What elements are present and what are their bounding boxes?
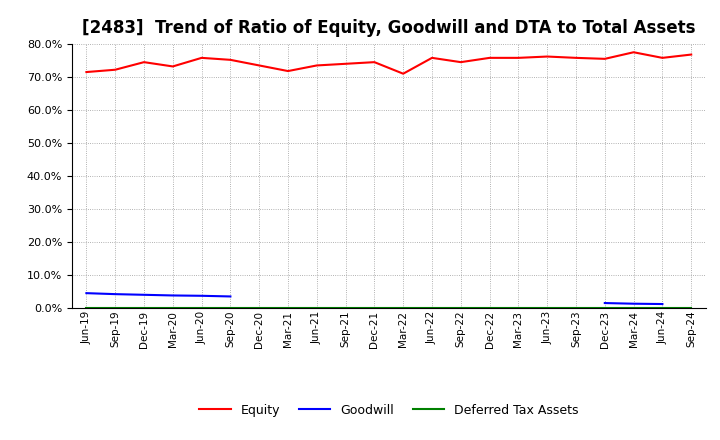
Deferred Tax Assets [140,305,148,310]
Deferred Tax Assets [341,305,350,310]
Equity [226,57,235,62]
Equity [140,59,148,65]
Deferred Tax Assets [312,305,321,310]
Equity [197,55,206,60]
Deferred Tax Assets [543,305,552,310]
Equity [687,52,696,57]
Deferred Tax Assets [399,305,408,310]
Goodwill [82,290,91,296]
Goodwill [140,292,148,297]
Equity [168,64,177,69]
Goodwill [658,301,667,307]
Equity [543,54,552,59]
Goodwill [629,301,638,306]
Deferred Tax Assets [111,305,120,310]
Equity [82,70,91,75]
Goodwill [197,293,206,298]
Title: [2483]  Trend of Ratio of Equity, Goodwill and DTA to Total Assets: [2483] Trend of Ratio of Equity, Goodwil… [82,19,696,37]
Deferred Tax Assets [514,305,523,310]
Deferred Tax Assets [428,305,436,310]
Deferred Tax Assets [284,305,292,310]
Equity [514,55,523,60]
Equity [370,59,379,65]
Deferred Tax Assets [658,305,667,310]
Line: Goodwill: Goodwill [86,293,662,304]
Deferred Tax Assets [629,305,638,310]
Equity [399,71,408,76]
Goodwill [226,294,235,299]
Equity [456,59,465,65]
Goodwill [168,293,177,298]
Deferred Tax Assets [255,305,264,310]
Deferred Tax Assets [456,305,465,310]
Equity [485,55,494,60]
Line: Equity: Equity [86,52,691,73]
Deferred Tax Assets [168,305,177,310]
Deferred Tax Assets [572,305,580,310]
Deferred Tax Assets [82,305,91,310]
Deferred Tax Assets [226,305,235,310]
Deferred Tax Assets [370,305,379,310]
Deferred Tax Assets [197,305,206,310]
Equity [255,63,264,68]
Goodwill [111,291,120,297]
Equity [341,61,350,66]
Equity [600,56,609,62]
Equity [284,68,292,73]
Equity [428,55,436,60]
Goodwill [600,301,609,306]
Equity [629,50,638,55]
Equity [658,55,667,60]
Equity [312,63,321,68]
Deferred Tax Assets [600,305,609,310]
Equity [572,55,580,60]
Deferred Tax Assets [687,305,696,310]
Legend: Equity, Goodwill, Deferred Tax Assets: Equity, Goodwill, Deferred Tax Assets [194,399,583,422]
Equity [111,67,120,72]
Deferred Tax Assets [485,305,494,310]
